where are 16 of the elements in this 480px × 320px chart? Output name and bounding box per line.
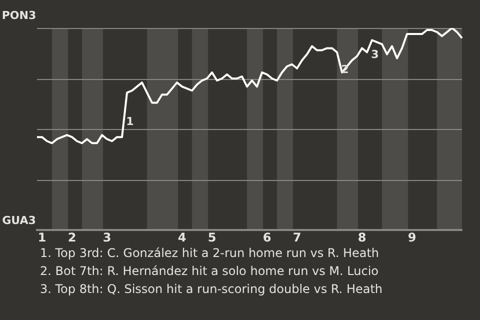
x-tick-label: 1 xyxy=(38,230,46,244)
x-tick-label: 7 xyxy=(292,230,302,244)
x-tick-label: 8 xyxy=(358,230,366,244)
text: 3. Top 8th: Q. Sisson hit a run-scoring double vs R. Heath xyxy=(40,282,383,296)
x-tick-label: 4 xyxy=(178,230,186,244)
text: PON3 xyxy=(2,8,36,22)
text: GUA3 xyxy=(2,214,36,227)
annotation: 3 xyxy=(371,48,379,61)
text: 2. Bot 7th: R. Hernández hit a solo home run vs M. Lucio xyxy=(40,264,379,278)
x-tick-label: 5 xyxy=(208,230,216,244)
x-tick-label: 2 xyxy=(68,230,76,244)
annotation: 1 xyxy=(126,114,134,128)
x-tick-label: 6 xyxy=(262,230,272,244)
text: 1. Top 3rd: C. González hit a 2-run home run vs R. Heath xyxy=(40,246,380,260)
x-tick-label: 9 xyxy=(408,230,416,244)
x-tick-label: 3 xyxy=(102,230,112,244)
